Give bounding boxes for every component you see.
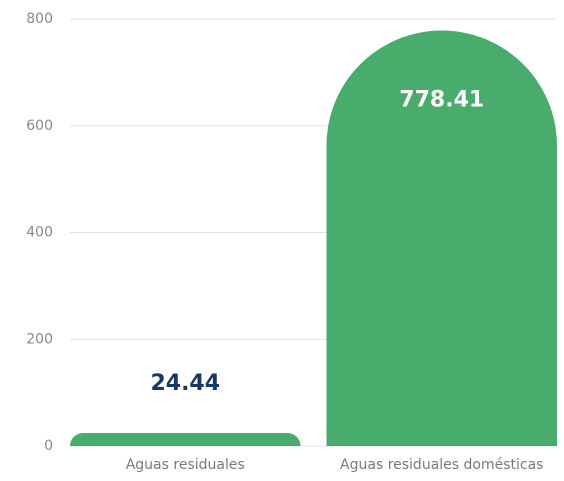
y-tick-label: 0	[44, 438, 53, 454]
cat-label: Aguas residuales domésticas	[340, 457, 543, 473]
data-label: 778.41	[399, 88, 484, 113]
y-tick-label: 400	[26, 225, 53, 241]
y-tick-label: 200	[26, 331, 53, 347]
data-label: 24.44	[150, 371, 220, 396]
cat-label: Aguas residuales	[126, 457, 245, 473]
bar	[326, 30, 557, 447]
y-tick-label: 600	[26, 118, 53, 134]
y-tick-label: 800	[26, 11, 53, 27]
bar	[70, 432, 301, 446]
